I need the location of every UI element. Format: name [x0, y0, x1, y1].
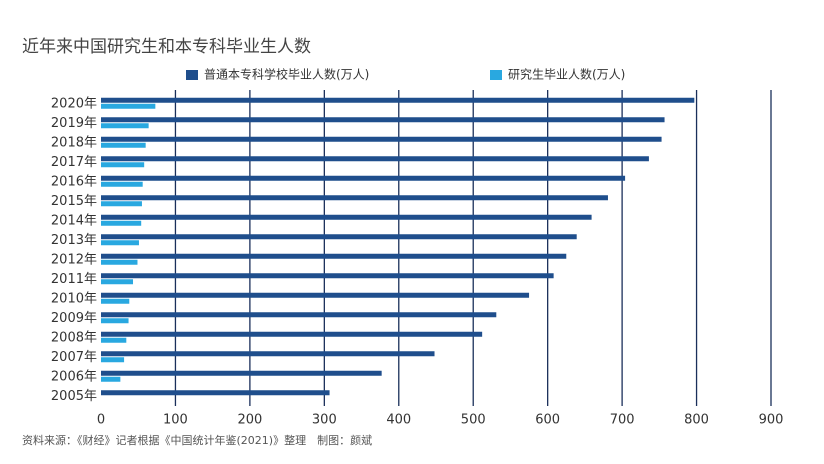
bar [101, 97, 695, 103]
bar [101, 240, 139, 246]
bar [101, 273, 554, 279]
bar [101, 292, 530, 298]
x-tick-label: 200 [237, 413, 262, 428]
legend-swatch [490, 70, 502, 80]
x-tick-label: 400 [386, 413, 411, 428]
bar [101, 156, 649, 162]
bar [101, 312, 497, 318]
y-tick-label: 2007年 [51, 350, 97, 365]
x-tick-label: 800 [684, 413, 709, 428]
y-tick-label: 2015年 [51, 194, 97, 209]
y-tick-label: 2016年 [51, 174, 97, 189]
bar [101, 370, 382, 376]
x-tick-label: 100 [163, 413, 188, 428]
y-tick-label: 2018年 [51, 135, 97, 150]
bar [101, 390, 330, 396]
bar [101, 136, 662, 142]
y-tick-label: 2010年 [51, 291, 97, 306]
x-tick-label: 900 [759, 413, 784, 428]
bar [101, 117, 665, 123]
y-tick-label: 2005年 [51, 389, 97, 404]
bar [101, 175, 626, 181]
chart-title: 近年来中国研究生和本专科毕业生人数 [22, 37, 311, 57]
bar [101, 181, 143, 187]
bar [101, 253, 567, 259]
bar [101, 318, 129, 324]
bar [101, 201, 142, 207]
bar [101, 259, 138, 265]
x-tick-label: 300 [312, 413, 337, 428]
bar [101, 123, 149, 129]
bar [101, 234, 577, 240]
bar [101, 357, 125, 363]
y-tick-label: 2008年 [51, 330, 97, 345]
bar [101, 376, 121, 382]
bar [101, 337, 127, 343]
y-tick-label: 2011年 [51, 272, 97, 287]
x-tick-label: 500 [461, 413, 486, 428]
bar [101, 351, 435, 357]
x-tick-label: 0 [97, 413, 105, 428]
y-tick-label: 2017年 [51, 155, 97, 170]
y-tick-label: 2006年 [51, 369, 97, 384]
y-tick-label: 2019年 [51, 116, 97, 131]
x-tick-label: 700 [610, 413, 635, 428]
bar [101, 214, 592, 220]
legend-swatch [186, 70, 198, 80]
y-tick-label: 2009年 [51, 311, 97, 326]
bar [101, 331, 483, 337]
legend-label: 研究生毕业人数(万人) [508, 67, 625, 82]
bar [101, 103, 156, 109]
y-tick-label: 2012年 [51, 252, 97, 267]
source-note: 资料来源：《财经》记者根据《中国统计年鉴(2021)》整理 制图：颜斌 [22, 433, 372, 447]
bar [101, 279, 134, 285]
y-tick-label: 2013年 [51, 233, 97, 248]
bar [101, 195, 608, 201]
x-tick-label: 600 [535, 413, 560, 428]
y-tick-label: 2014年 [51, 213, 97, 228]
bar [101, 142, 146, 148]
legend-label: 普通本专科学校毕业人数(万人) [204, 67, 369, 82]
bar [101, 162, 145, 168]
y-tick-label: 2020年 [51, 96, 97, 111]
bar [101, 298, 130, 304]
bar [101, 220, 142, 226]
